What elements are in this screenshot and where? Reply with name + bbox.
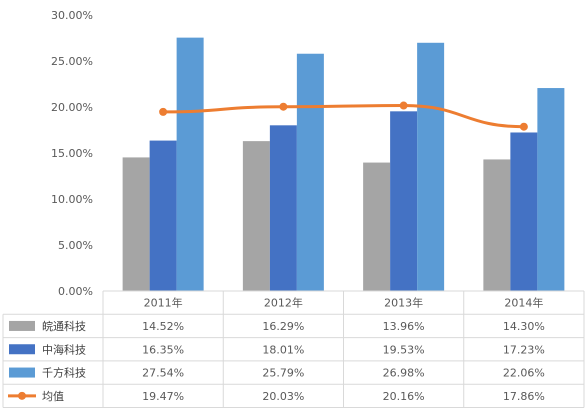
bar-千方科技 bbox=[537, 88, 565, 291]
average-line bbox=[159, 101, 528, 131]
marker-均值 bbox=[399, 101, 408, 110]
category-label: 2013年 bbox=[384, 296, 423, 310]
bar-千方科技 bbox=[176, 37, 204, 291]
legend-swatch-中海科技 bbox=[9, 344, 35, 355]
data-label: 14.30% bbox=[503, 320, 545, 333]
data-label: 18.01% bbox=[262, 343, 304, 356]
data-label: 26.98% bbox=[383, 367, 425, 380]
y-tick-label: 15.00% bbox=[51, 147, 93, 160]
data-label: 16.29% bbox=[262, 320, 304, 333]
bar-皖通科技 bbox=[242, 141, 270, 291]
line-均值 bbox=[163, 104, 524, 129]
y-tick-label: 30.00% bbox=[51, 9, 93, 22]
data-label: 25.79% bbox=[262, 367, 304, 380]
y-tick-label: 5.00% bbox=[58, 239, 93, 252]
data-label: 20.16% bbox=[383, 390, 425, 403]
bar-中海科技 bbox=[269, 125, 297, 291]
bar-中海科技 bbox=[390, 111, 418, 291]
legend-swatch-皖通科技 bbox=[9, 320, 35, 331]
y-axis: 0.00% 5.00% 10.00% 15.00% 20.00% 25.00% 30.00% bbox=[51, 9, 93, 298]
bar-皖通科技 bbox=[122, 157, 150, 291]
data-label: 20.03% bbox=[262, 390, 304, 403]
data-label: 16.35% bbox=[142, 343, 184, 356]
data-label: 17.86% bbox=[503, 390, 545, 403]
data-label: 22.06% bbox=[503, 367, 545, 380]
legend-label: 均值 bbox=[42, 390, 64, 403]
y-tick-label: 20.00% bbox=[51, 101, 93, 114]
category-label: 2014年 bbox=[504, 296, 543, 310]
y-tick-label: 0.00% bbox=[58, 285, 93, 298]
data-label: 19.47% bbox=[142, 390, 184, 403]
marker-均值 bbox=[279, 102, 288, 111]
marker-均值 bbox=[519, 122, 528, 131]
marker-均值 bbox=[159, 107, 168, 116]
legend-swatch-千方科技 bbox=[9, 367, 35, 378]
legend-marker-均值 bbox=[18, 391, 26, 400]
data-label: 13.96% bbox=[383, 320, 425, 333]
bar-千方科技 bbox=[296, 53, 324, 292]
data-label: 27.54% bbox=[142, 367, 184, 380]
bar-皖通科技 bbox=[363, 162, 391, 291]
y-tick-label: 25.00% bbox=[51, 55, 93, 68]
bar-series bbox=[122, 37, 565, 292]
legend-label: 皖通科技 bbox=[42, 319, 86, 333]
legend-label: 中海科技 bbox=[42, 342, 86, 356]
category-label: 2011年 bbox=[144, 296, 183, 310]
bar-中海科技 bbox=[510, 132, 538, 291]
bar-中海科技 bbox=[149, 140, 177, 291]
bar-皖通科技 bbox=[483, 159, 511, 291]
category-label: 2012年 bbox=[264, 296, 303, 310]
legend-label: 千方科技 bbox=[42, 366, 86, 380]
data-label: 19.53% bbox=[383, 343, 425, 356]
data-label: 14.52% bbox=[142, 320, 184, 333]
bar-千方科技 bbox=[417, 42, 445, 292]
y-tick-label: 10.00% bbox=[51, 193, 93, 206]
data-label: 17.23% bbox=[503, 343, 545, 356]
